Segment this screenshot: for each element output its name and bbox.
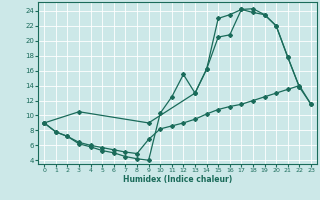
X-axis label: Humidex (Indice chaleur): Humidex (Indice chaleur) xyxy=(123,175,232,184)
